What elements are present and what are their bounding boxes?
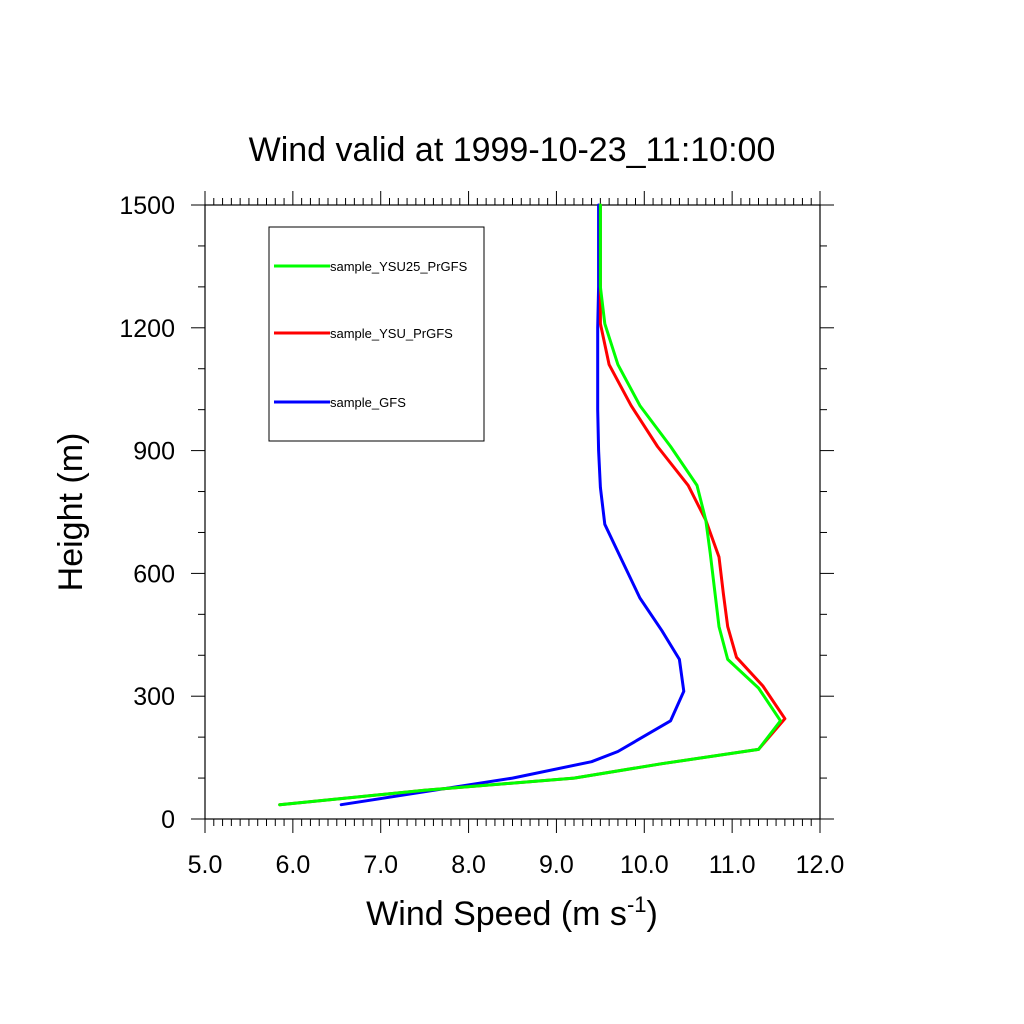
x-axis-label-main: Wind Speed (m s xyxy=(366,895,627,933)
y-tick-label: 1200 xyxy=(119,315,175,343)
x-tick-label: 5.0 xyxy=(188,851,223,879)
x-tick-label: 7.0 xyxy=(363,851,398,879)
x-tick-label: 12.0 xyxy=(796,851,845,879)
legend: sample_YSU25_PrGFS sample_YSU_PrGFSsample… xyxy=(268,226,485,442)
y-tick-label: 1500 xyxy=(119,192,175,220)
y-tick-label: 0 xyxy=(161,806,175,834)
legend-label: sample_GFS xyxy=(330,395,406,410)
y-tick-label: 600 xyxy=(133,560,175,588)
x-tick-label: 8.0 xyxy=(451,851,486,879)
series-lines xyxy=(278,203,787,807)
x-tick-label: 9.0 xyxy=(539,851,574,879)
x-tick-label: 6.0 xyxy=(275,851,310,879)
y-tick-label: 900 xyxy=(133,438,175,466)
y-tick-label: 300 xyxy=(133,683,175,711)
series-line xyxy=(278,203,782,807)
x-axis-label: Wind Speed (m s-1) xyxy=(366,892,658,933)
legend-label: sample_YSU_PrGFS xyxy=(330,326,453,341)
y-axis-label: Height (m) xyxy=(52,433,90,592)
plot-axes: 5.0 6.0 7.0 8.0 9.0 10.0 11.0 12.0 0 300 600 900 120… xyxy=(119,191,844,879)
x-axis-label-superscript: -1 xyxy=(627,892,647,917)
x-tick-label: 11.0 xyxy=(709,851,756,879)
legend-label: sample_YSU25_PrGFS xyxy=(330,259,468,274)
chart-title: Wind valid at 1999-10-23_11:10:00 xyxy=(249,131,776,169)
legend-items: sample_YSU25_PrGFS sample_YSU_PrGFSsample… xyxy=(274,259,468,410)
x-tick-label: 10.0 xyxy=(620,851,669,879)
series-line xyxy=(339,203,686,807)
x-axis-label-suffix: ) xyxy=(647,895,658,933)
